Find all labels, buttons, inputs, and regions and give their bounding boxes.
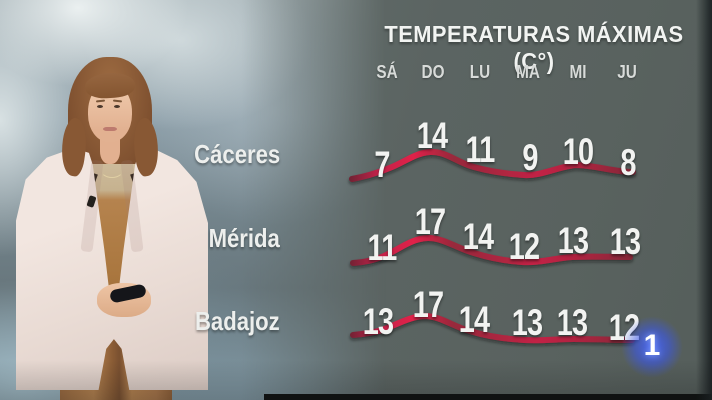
temp-value: 14 [462,216,494,257]
temp-value: 13 [557,220,589,261]
day-label-ju: JU [617,62,637,82]
presenter-eye [114,105,120,108]
day-label-lu: LU [469,62,491,82]
temp-value: 17 [414,201,446,242]
desk-edge [264,394,712,400]
city-label-badajoz: Badajoz [195,306,280,336]
presenter-necklace [100,160,124,178]
presenter-eye [97,105,103,108]
presenter-lips [103,127,117,131]
temp-value: 13 [362,301,394,342]
temp-value: 17 [412,284,444,325]
city-label-merida: Mérida [208,223,280,253]
temp-value: 14 [458,299,490,340]
trend-line-badajoz [350,312,635,344]
temp-value: 13 [556,302,588,343]
channel-logo-la1: 1 [620,315,684,379]
day-label-ma: MA [516,62,540,82]
city-label-caceres: Cáceres [193,139,280,169]
presenter-photo [0,0,240,400]
logo-glow [620,315,684,379]
temp-value: 14 [416,115,448,156]
chart-title: TEMPERATURAS MÁXIMAS (C°) [384,21,684,74]
temp-value: 13 [511,302,543,343]
temp-value: 10 [562,131,594,172]
day-label-do: DO [421,62,445,82]
temp-value: 8 [620,142,636,183]
temp-value: 13 [609,221,641,262]
temp-value: 9 [522,137,538,178]
temp-value: 12 [508,226,540,267]
screen-edge-shadow [696,0,712,400]
temp-value: 11 [367,227,398,268]
day-label-sa: SÁ [376,62,398,82]
day-label-mi: MI [569,62,587,82]
logo-one: 1 [643,329,661,362]
temp-value: 11 [465,129,496,170]
temp-value: 7 [374,144,390,185]
